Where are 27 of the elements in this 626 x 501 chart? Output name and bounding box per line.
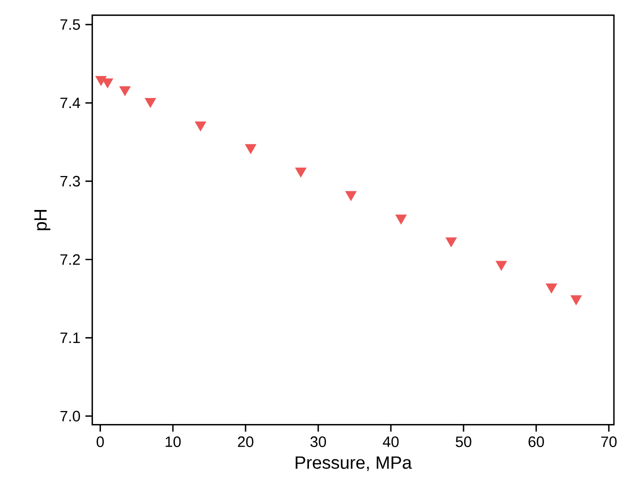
x-tick-label: 50 <box>456 436 472 448</box>
x-axis-title: Pressure, MPa <box>296 456 412 472</box>
point <box>546 284 558 294</box>
point <box>496 261 507 271</box>
point <box>395 214 407 225</box>
point <box>194 122 206 132</box>
y-tick-label: 7.2 <box>60 254 80 265</box>
point <box>144 98 156 108</box>
point <box>570 295 582 306</box>
y-tick-label: 7.1 <box>60 332 80 344</box>
point <box>245 144 256 154</box>
y-tick-label: 7.4 <box>60 98 80 108</box>
y-tick-label: 7.0 <box>60 410 80 422</box>
x-tick-label: 40 <box>382 436 399 448</box>
x-tick-label: 60 <box>528 436 544 448</box>
y-tick-label: 7.5 <box>60 20 80 30</box>
point <box>345 191 357 202</box>
x-tick-label: 70 <box>601 436 617 448</box>
x-tick-label: 0 <box>96 436 104 448</box>
x-tick-label: 20 <box>238 436 254 448</box>
y-axis-title: pH <box>34 210 50 230</box>
x-tick-label: 10 <box>166 436 181 448</box>
y-tick-label: 7.3 <box>60 176 80 187</box>
x-tick-label: 30 <box>310 436 326 448</box>
point <box>119 86 131 96</box>
point <box>295 168 306 178</box>
point <box>446 238 457 248</box>
